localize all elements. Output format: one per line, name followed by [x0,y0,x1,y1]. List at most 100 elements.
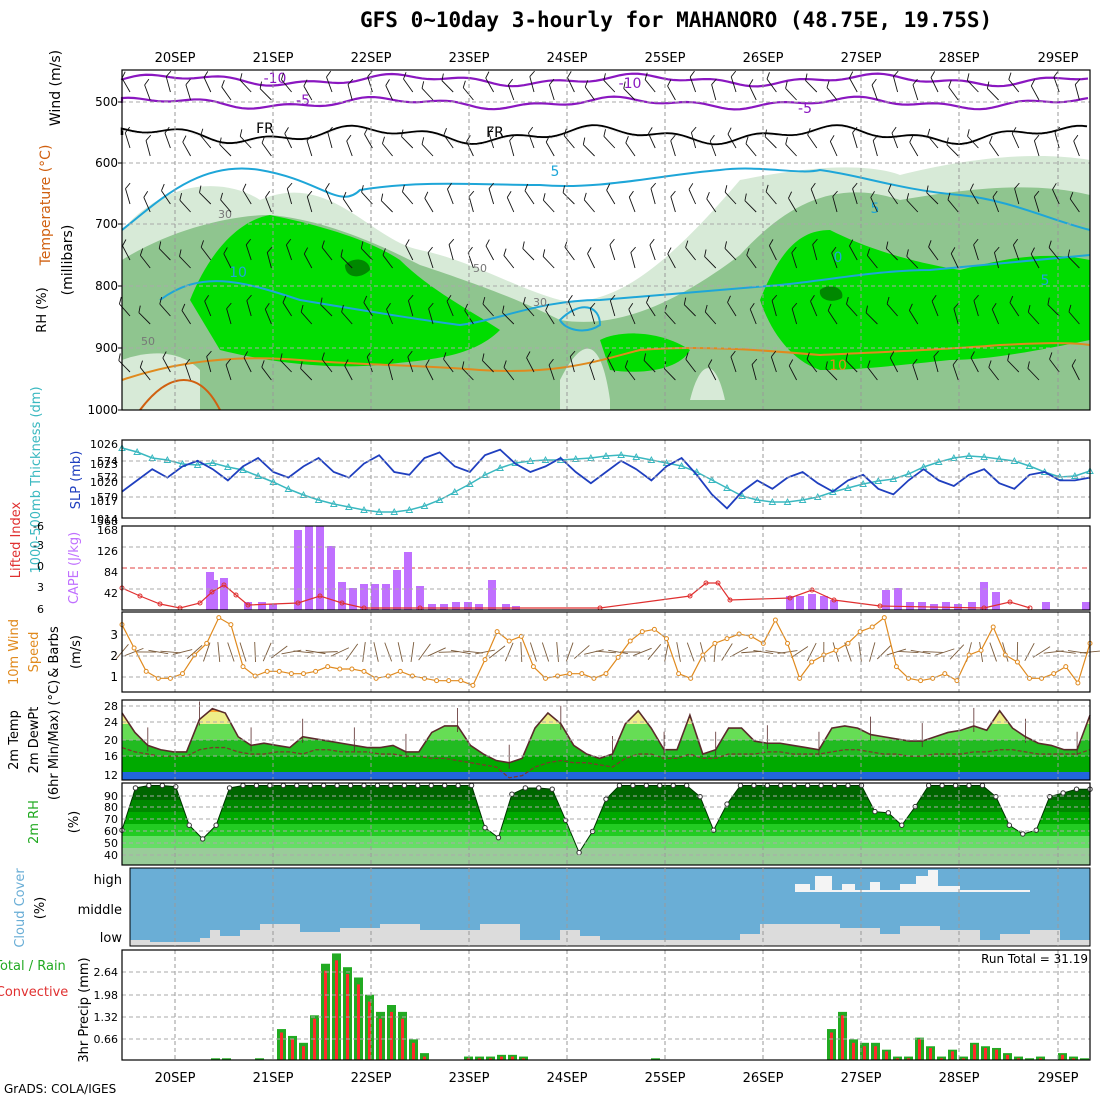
wind-barb [1007,353,1020,373]
barb-staff [987,88,999,101]
wind-barb [158,241,171,261]
barb-flag [912,358,918,366]
barb-staff [810,301,818,317]
wind-barb [989,135,999,157]
barb-flag [603,129,606,137]
barb-flag [382,136,385,144]
surface-wind-barb [595,650,617,654]
barb-flag [973,238,979,246]
wind-barb [831,246,838,269]
dewpt-axis-label: 2m DewPt [27,707,42,774]
barb-flag [991,303,997,310]
barb-staff [282,302,292,317]
barb-staff [1027,311,1040,325]
barb-flag [181,303,186,311]
barb-staff [239,80,252,93]
wind-barb [973,238,979,261]
barb-staff [340,256,353,269]
barb-staff [286,188,293,205]
wind-barb [886,296,898,317]
cape-bar [464,602,472,610]
wind-barb [403,72,414,93]
barb-flag [953,302,959,309]
barb-flag [179,249,182,257]
barb-flag [806,352,810,360]
wind-barb [1054,126,1061,149]
barb-flag [727,127,732,135]
wind-panel [115,615,1100,688]
barb-staff [509,140,515,157]
y-tick-label: 500 [95,95,118,109]
wind-barb [1012,238,1020,261]
surface-wind-barb [844,642,852,662]
y-tick-label: 600 [95,156,118,170]
precip-tick: 1.98 [94,989,119,1002]
rh-marker [482,825,488,831]
wind-barb [1033,190,1040,213]
barb-staff [403,78,414,93]
barb-flag [542,193,546,201]
thickness-marker [254,471,262,479]
rh-marker [294,782,300,789]
barb-staff [852,188,858,205]
barb-flag [509,134,515,141]
top-date-label: 20SEP [155,51,196,66]
barb-staff [139,367,151,381]
wind-barb [468,190,475,213]
surface-wind-barb [1024,642,1035,662]
barb-flag [908,303,913,311]
thickness-marker [587,453,595,461]
precip-convective-bar [467,1058,470,1060]
rh-marker [791,782,797,789]
surface-wind-barb [1002,642,1009,662]
li-marker [339,600,345,606]
barb-staff [727,302,737,317]
rh-marker [1020,831,1026,837]
barb-staff [930,77,939,93]
rh-marker [751,782,757,789]
barb-flag [143,191,149,198]
barb-staff [888,190,898,205]
barb-flag [485,71,490,79]
wind-barb [485,71,494,93]
barb-flag [264,302,270,310]
temp-tick: 16 [104,750,118,763]
wind-barb [340,249,353,269]
barb-flag [950,247,956,254]
temp-contour-10 [159,254,1091,327]
rh-tick: 40 [104,849,118,862]
barb-staff [706,198,717,213]
wind-barb [285,238,293,261]
barb-staff [625,142,636,157]
barb-flag [321,352,325,360]
wind-speed-marker [579,671,585,677]
thickness-marker [329,499,338,507]
wind-barb [245,238,252,261]
barb-flag [948,80,952,88]
wind-barb [265,190,272,213]
wind-barb [926,185,939,205]
wind-barb [321,352,333,373]
surface-barb-staff [529,642,537,662]
wind-barb [623,81,636,101]
barb-staff [906,256,919,269]
barb-flag [791,302,798,309]
surface-wind-barb [305,649,326,655]
barb-staff [991,309,1000,325]
slp-axis-label: SLP (mb) [69,451,84,510]
surface-barb-staff [239,642,247,662]
barb-flag [1053,70,1059,78]
barb-staff [893,76,899,93]
barb-flag [284,127,289,134]
barb-staff [221,86,232,101]
freezing-level-contour [120,124,1088,146]
rh-marker [831,782,838,789]
wind-barb [325,183,333,205]
barb-flag [724,185,728,193]
surface-wind-barb [418,643,431,661]
precip-convective-bar [280,1032,283,1060]
barb-staff [807,134,818,149]
barb-staff [125,188,131,205]
wind-speed-marker [180,671,185,677]
barb-staff [261,142,272,157]
